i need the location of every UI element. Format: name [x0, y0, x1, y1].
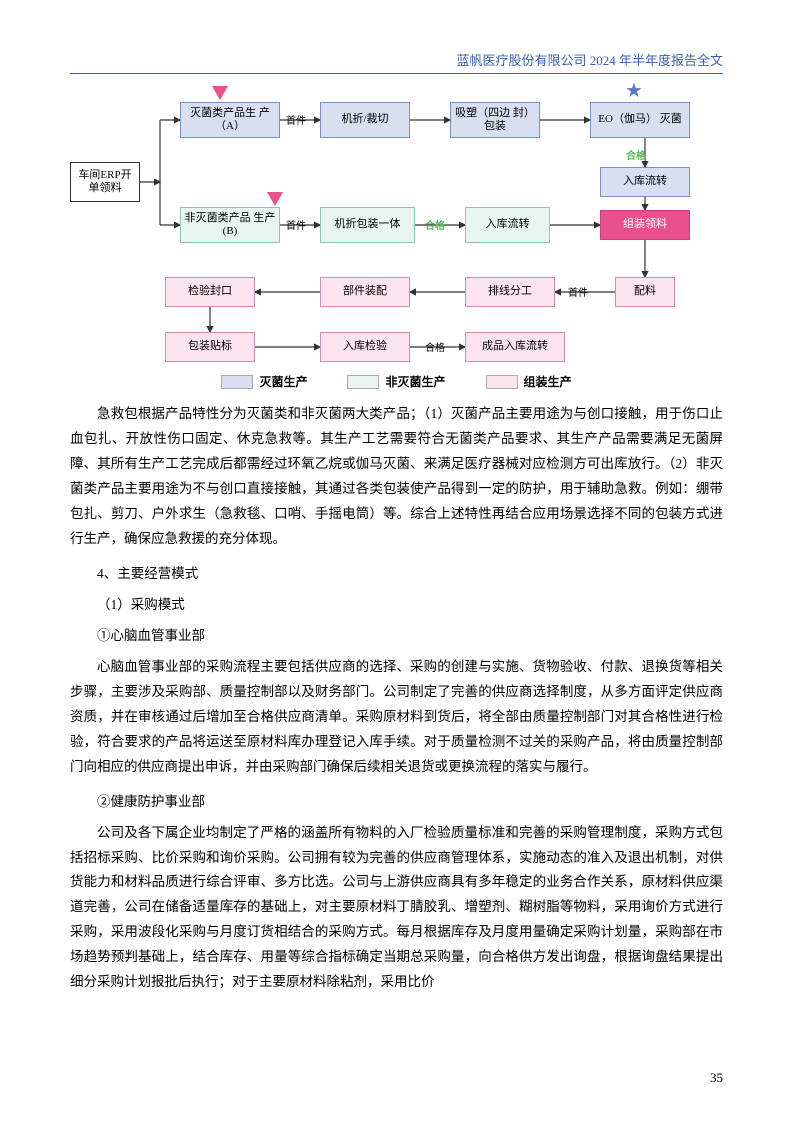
flow-node-b: 机折/裁切 — [320, 102, 410, 138]
arrow-label: 合格 — [626, 147, 646, 162]
legend-swatch — [486, 375, 518, 389]
flow-node-d: EO（伽马） 灭菌 — [590, 102, 690, 138]
section-4-1-2: ②健康防护事业部 — [70, 790, 723, 815]
paragraph-2: 心脑血管事业部的采购流程主要包括供应商的选择、采购的创建与实施、货物验收、付款、… — [70, 655, 723, 780]
triangle-marker — [212, 86, 228, 100]
arrow-label: 合格 — [425, 339, 445, 354]
flow-node-e: 入库流转 — [600, 167, 690, 197]
flow-node-n: 包装贴标 — [165, 332, 255, 362]
paragraph-1: 急救包根据产品特性分为灭菌类和非灭菌两大类产品；（1）灭菌产品主要用途为与创口接… — [70, 402, 723, 552]
star-icon: ★ — [625, 78, 643, 103]
arrow-label: 首件 — [286, 112, 306, 127]
page-header: 蓝帆医疗股份有限公司 2024 年半年度报告全文 — [70, 50, 723, 74]
arrow-label: 首件 — [568, 284, 588, 299]
section-4-1-1: ①心脑血管事业部 — [70, 624, 723, 649]
legend-swatch — [347, 375, 379, 389]
flowchart: 灭菌生产非灭菌生产组装生产 车间ERP开 单领料灭菌类产品生 产（A）机折/裁切… — [70, 92, 723, 382]
flow-node-i: 组装领料 — [600, 210, 690, 240]
flow-node-a: 灭菌类产品生 产（A） — [180, 102, 280, 138]
flow-node-g: 机折包装一体 — [320, 207, 415, 243]
section-4: 4、主要经营模式 — [70, 562, 723, 587]
legend-item: 非灭菌生产 — [347, 373, 445, 390]
flow-node-l: 排线分工 — [465, 277, 555, 307]
legend-item: 灭菌生产 — [221, 373, 307, 390]
arrow-label: 首件 — [286, 217, 306, 232]
flow-node-j: 检验封口 — [165, 277, 255, 307]
arrow-label: 合格 — [425, 217, 445, 232]
triangle-marker — [267, 192, 283, 206]
legend-item: 组装生产 — [486, 373, 572, 390]
flow-node-f: 非灭菌类产品 生产(B) — [180, 207, 280, 243]
flowchart-legend: 灭菌生产 非灭菌生产 组装生产 — [70, 373, 723, 390]
flow-node-m: 配料 — [615, 277, 675, 307]
flow-node-c: 吸塑（四边 封）包装 — [450, 102, 540, 138]
legend-label: 非灭菌生产 — [385, 373, 445, 390]
page-number: 35 — [710, 1070, 723, 1086]
flow-node-k: 部件装配 — [320, 277, 410, 307]
legend-label: 灭菌生产 — [259, 373, 307, 390]
legend-swatch — [221, 375, 253, 389]
flow-node-erp: 车间ERP开 单领料 — [70, 162, 140, 202]
flow-node-h: 入库流转 — [465, 207, 550, 243]
flow-node-p: 成品入库流转 — [465, 332, 565, 362]
section-4-1: （1）采购模式 — [70, 593, 723, 618]
legend-label: 组装生产 — [524, 373, 572, 390]
paragraph-3: 公司及各下属企业均制定了严格的涵盖所有物料的入厂检验质量标准和完善的采购管理制度… — [70, 821, 723, 996]
flow-node-o: 入库检验 — [320, 332, 410, 362]
